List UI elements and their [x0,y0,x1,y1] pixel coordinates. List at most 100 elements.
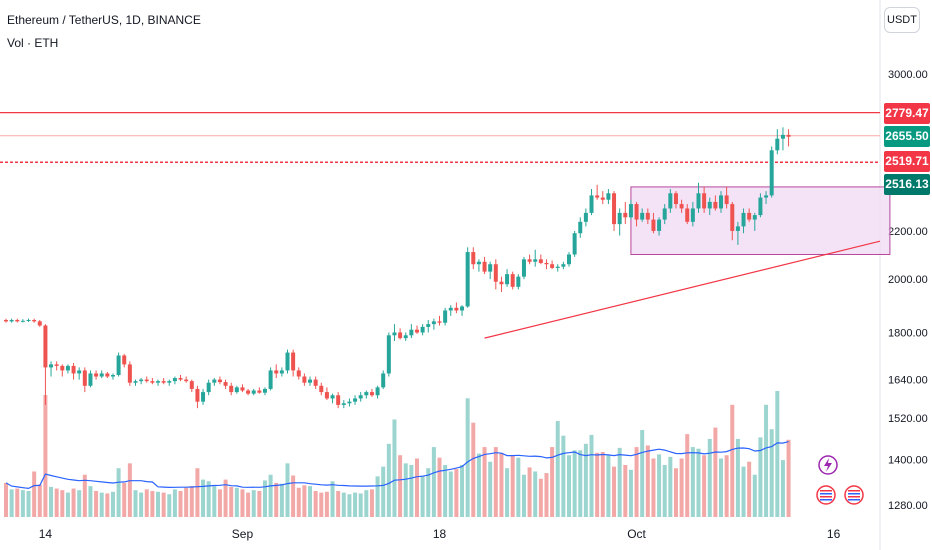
volume-bar [645,445,650,517]
candle-body [217,379,222,383]
candle-body [769,150,774,196]
candle-body [730,204,735,231]
flag-stripe-icon [848,499,860,501]
price-axis-tick: 3000.00 [888,69,928,81]
candle-body [595,195,600,198]
volume-bar [319,492,324,517]
candle-body [49,364,54,368]
candle-body [476,261,481,265]
symbol-title[interactable]: Ethereum / TetherUS, 1D, BINANCE [7,13,201,27]
candle-body [752,215,757,220]
volume-bar [77,490,82,517]
candle-body [375,387,380,396]
candle-body [499,281,504,285]
volume-bar [144,489,149,517]
candle-body [229,385,234,393]
candle-body [657,219,662,231]
volume-bar [9,489,14,517]
candle-body [161,381,166,383]
candle-body [533,259,538,262]
candle-body [448,307,453,311]
candle-body [144,379,149,382]
volume-bar [685,434,690,517]
candle-body [527,259,532,262]
candle-body [651,219,656,231]
time-axis-tick: 14 [39,527,53,541]
volume-bar [628,469,633,517]
candle-body [212,379,217,383]
volume-bar [454,469,459,517]
volume-indicator-label[interactable]: Vol · ETH [7,36,59,50]
candle-body [274,370,279,374]
volume-bar [617,447,622,517]
volume-bar [583,443,588,517]
volume-bar [640,430,645,517]
candle-body [392,332,397,336]
volume-bar [94,490,99,517]
candle-body [240,387,245,391]
candle-body [403,335,408,339]
volume-bar [386,443,391,517]
candle-body [460,306,465,311]
volume-bar [651,458,656,517]
volume-bar [189,486,194,517]
volume-bar [623,464,628,517]
volume-bar [279,483,284,517]
us-flag-event-icon [816,485,836,505]
candle-body [116,355,121,375]
volume-bar [612,466,617,517]
time-axis-tick: 18 [433,527,447,541]
volume-bar [448,471,453,517]
candle-body [634,204,639,220]
volume-bar [32,471,37,517]
flag-stripe-icon [820,499,832,501]
candle-body [668,193,673,209]
candle-body [735,226,740,231]
volume-bar [634,447,639,517]
volume-bar [567,455,571,517]
volume-bar [420,475,425,517]
candle-body [358,395,363,399]
volume-bar [122,482,127,517]
candle-body [319,385,324,393]
volume-bar [20,490,25,517]
volume-bar [460,464,465,517]
volume-bar [184,487,189,517]
volume-bar [234,487,239,517]
candle-body [583,212,588,222]
candle-body [617,212,622,225]
candle-body [662,208,667,220]
candle-body [105,373,110,377]
volume-bar [538,478,543,517]
volume-bar [403,463,408,517]
volume-bar [246,492,251,517]
volume-bar [527,467,532,517]
price-label-resistance: 2519.71 [884,151,930,172]
volume-bar [71,488,76,517]
volume-bar [752,474,757,517]
candle-body [54,364,59,366]
candle-body [741,212,746,227]
price-label-resistance-top: 2779.47 [884,103,930,124]
candle-body [538,259,543,263]
volume-bar [510,455,515,517]
volume-bar [730,404,735,517]
candle-body [71,365,76,374]
candle-body [201,392,206,402]
candle-body [747,212,752,220]
volume-bar [662,464,667,517]
volume-bar [369,489,374,517]
currency-button[interactable]: USDT [884,7,920,33]
candle-body [493,264,498,282]
candle-body [268,370,273,389]
candle-body [308,379,313,383]
price-axis-tick: 1280.00 [888,500,928,512]
candle-body [94,373,99,377]
volume-bar [499,452,504,517]
volume-bar [398,455,403,517]
candle-body [127,364,132,383]
candle-body [696,193,701,209]
flag-stripe-icon [848,496,860,498]
volume-bar [719,458,724,517]
